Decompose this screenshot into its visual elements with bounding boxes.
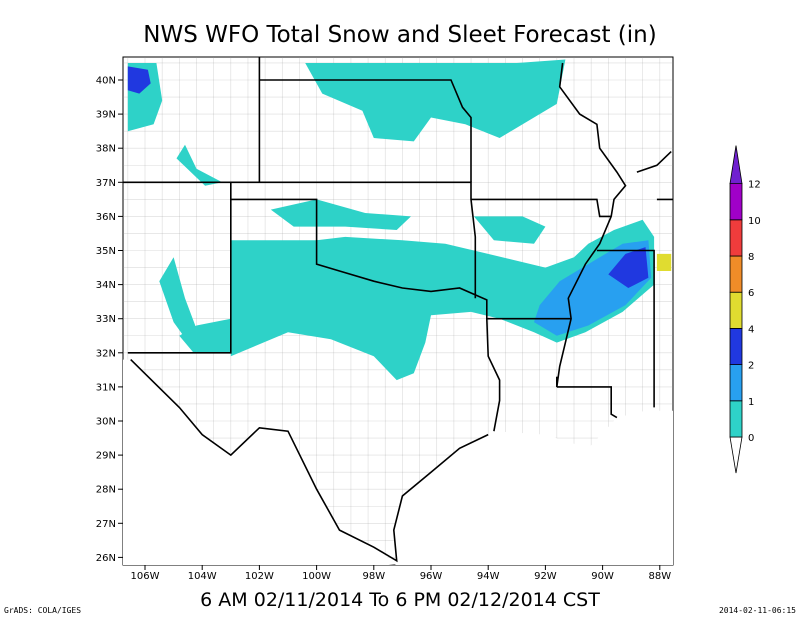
legend-swatch: [729, 183, 743, 221]
lat-label: 37N: [96, 178, 116, 189]
map: [123, 57, 673, 565]
legend-label: 6: [748, 288, 754, 299]
lon-label: 98W: [362, 571, 385, 582]
state-boundary: [556, 386, 618, 419]
lon-label: 102W: [245, 571, 274, 582]
state-boundary: [127, 198, 501, 432]
state-boundary: [636, 151, 672, 173]
caption: 6 AM 02/11/2014 To 6 PM 02/12/2014 CST: [200, 589, 600, 611]
lat-label: 38N: [96, 144, 116, 155]
lon-label: 104W: [188, 571, 217, 582]
legend-swatch: [729, 255, 743, 293]
title: NWS WFO Total Snow and Sleet Forecast (i…: [143, 22, 656, 48]
state-boundary: [259, 79, 472, 183]
legend-swatch: [729, 364, 743, 402]
snow-area: [176, 144, 223, 186]
lon-label: 100W: [302, 571, 331, 582]
lon-label: 92W: [534, 571, 557, 582]
legend-label: 2: [748, 361, 754, 372]
lon-label: 90W: [591, 571, 614, 582]
lat-label: 32N: [96, 348, 116, 359]
snow-area: [473, 216, 546, 244]
state-boundary: [596, 249, 655, 408]
state-boundary: [130, 359, 489, 563]
snow-area: [159, 257, 197, 346]
lat-label: 26N: [96, 553, 116, 564]
lat-label: 39N: [96, 110, 116, 121]
legend-swatch: [729, 219, 743, 257]
state-boundary: [471, 198, 612, 218]
lat-label: 36N: [96, 212, 116, 223]
lat-label: 33N: [96, 314, 116, 325]
lon-label: 94W: [477, 571, 500, 582]
legend-label: 10: [748, 216, 761, 227]
lon-label: 106W: [131, 571, 160, 582]
lat-label: 29N: [96, 451, 116, 462]
legend-label: 8: [748, 252, 754, 263]
axes: 40N 39N 38N 37N 36N 35N 34N 33N 32N 31N 30N 29N 28N 2…: [96, 76, 671, 583]
snow-area: [656, 253, 672, 271]
snow-area: [127, 66, 151, 94]
gulf: [393, 410, 673, 565]
lat-label: 30N: [96, 417, 116, 428]
state-boundary: [556, 62, 627, 388]
snow-area: [270, 199, 411, 230]
snow-area: [230, 219, 655, 381]
mexico: [123, 359, 397, 565]
legend-label: 1: [748, 397, 754, 408]
legend-swatch: [729, 291, 743, 329]
legend-under: [729, 436, 743, 474]
lat-label: 35N: [96, 246, 116, 257]
lon-label: 96W: [420, 571, 443, 582]
lat-label: 40N: [96, 76, 116, 87]
lon-label: 88W: [648, 571, 671, 582]
legend-swatch: [729, 327, 743, 365]
legend-label: 4: [748, 324, 754, 335]
snow-area: [179, 318, 231, 353]
legend-label: 12: [748, 180, 761, 191]
legend-label: 0: [748, 433, 754, 444]
credit: GrADS: COLA/IGES: [4, 606, 81, 615]
legend-swatch: [729, 400, 743, 438]
lat-label: 27N: [96, 519, 116, 530]
lat-label: 31N: [96, 382, 116, 393]
lat-label: 34N: [96, 280, 116, 291]
legend-over: [729, 145, 743, 184]
timestamp: 2014-02-11-06:15: [719, 606, 796, 615]
snow-area: [608, 247, 649, 288]
lat-label: 28N: [96, 485, 116, 496]
